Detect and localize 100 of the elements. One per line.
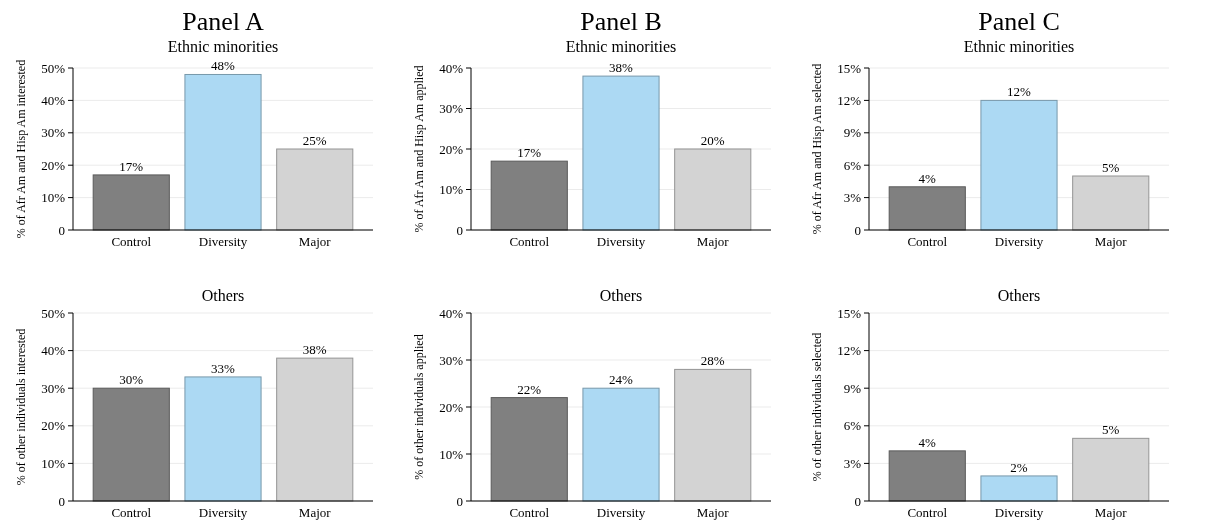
- x-tick-label: Major: [696, 234, 730, 249]
- y-tick-label: 10%: [41, 190, 66, 206]
- bar: [184, 73, 262, 231]
- y-tick-label: 0: [854, 222, 861, 238]
- y-tick-label: 50%: [41, 305, 66, 321]
- y-tick-label: 30%: [41, 380, 66, 396]
- data-label: 17%: [119, 158, 144, 174]
- x-tick-label: Control: [111, 505, 152, 520]
- y-tick-label: 10%: [41, 455, 66, 471]
- bar: [276, 357, 354, 502]
- y-tick-label: 0: [854, 493, 861, 509]
- x-tick-label: Diversity: [994, 234, 1044, 249]
- bar: [92, 174, 170, 231]
- y-axis-title: % of Afr Am and Hisp Am selected: [810, 63, 824, 235]
- y-tick-label: 0: [58, 222, 65, 238]
- data-label: 2%: [1010, 459, 1028, 475]
- y-tick-label: 40%: [439, 305, 464, 321]
- y-tick-label: 15%: [837, 60, 862, 76]
- y-tick-label: 20%: [439, 399, 464, 415]
- bar: [980, 475, 1058, 502]
- x-tick-label: Major: [1094, 234, 1128, 249]
- y-tick-label: 30%: [41, 125, 66, 141]
- y-tick-label: 10%: [439, 446, 464, 462]
- bar: [184, 376, 262, 502]
- x-tick-label: Major: [1094, 505, 1128, 520]
- bar: [276, 148, 354, 231]
- x-tick-label: Diversity: [994, 505, 1044, 520]
- data-label: 17%: [517, 145, 542, 161]
- y-tick-label: 10%: [439, 182, 464, 198]
- bar: [888, 450, 966, 502]
- x-tick-label: Major: [298, 505, 332, 520]
- data-label: 5%: [1102, 422, 1120, 438]
- x-tick-label: Major: [298, 234, 332, 249]
- y-axis-title: % of Afr Am and Hisp Am interested: [14, 59, 28, 239]
- data-label: 28%: [700, 353, 725, 369]
- x-tick-label: Control: [509, 234, 550, 249]
- data-label: 38%: [609, 60, 634, 76]
- data-label: 5%: [1102, 160, 1120, 175]
- x-tick-label: Diversity: [198, 234, 248, 249]
- y-tick-label: 0: [456, 222, 463, 238]
- data-label: 25%: [302, 133, 327, 148]
- y-tick-label: 20%: [439, 141, 464, 157]
- bar: [674, 148, 752, 231]
- data-label: 4%: [918, 434, 937, 450]
- y-tick-label: 0: [58, 493, 65, 509]
- data-label: 48%: [211, 58, 236, 74]
- y-tick-label: 50%: [41, 60, 66, 76]
- bar: [490, 160, 568, 231]
- chart-title: Others: [997, 287, 1041, 304]
- data-label: 33%: [211, 360, 236, 376]
- y-tick-label: 40%: [41, 343, 66, 359]
- x-tick-label: Control: [907, 505, 948, 520]
- data-label: 24%: [609, 372, 634, 388]
- y-tick-label: 0: [456, 493, 463, 509]
- y-axis-title: % of other individuals applied: [412, 334, 426, 480]
- chart-title: Panel A: [182, 7, 265, 36]
- x-tick-label: Control: [907, 234, 948, 249]
- chart-subtitle: Ethnic minorities: [167, 38, 279, 55]
- bar: [1072, 437, 1150, 502]
- x-tick-label: Diversity: [198, 505, 248, 520]
- y-tick-label: 30%: [439, 352, 464, 368]
- y-tick-label: 3%: [843, 190, 862, 206]
- y-tick-label: 12%: [837, 92, 862, 108]
- x-tick-label: Control: [509, 505, 550, 520]
- x-tick-label: Diversity: [596, 234, 646, 249]
- chart-title: Others: [599, 287, 643, 304]
- data-label: 20%: [700, 133, 725, 148]
- bar: [888, 186, 966, 231]
- y-tick-label: 20%: [41, 418, 66, 434]
- bar: [980, 99, 1058, 231]
- bar: [582, 75, 660, 231]
- y-tick-label: 15%: [837, 305, 862, 321]
- y-axis-title: % of other individuals selected: [810, 332, 824, 482]
- chart-subtitle: Ethnic minorities: [565, 38, 677, 55]
- y-tick-label: 40%: [41, 92, 66, 108]
- y-axis-title: % of Afr Am and Hisp Am applied: [412, 65, 426, 233]
- chart-title: Panel C: [978, 7, 1060, 36]
- y-tick-label: 40%: [439, 60, 464, 76]
- y-tick-label: 20%: [41, 157, 66, 173]
- x-tick-label: Major: [696, 505, 730, 520]
- y-tick-label: 3%: [843, 455, 862, 471]
- bar: [92, 387, 170, 502]
- y-tick-label: 30%: [439, 101, 464, 117]
- bar: [490, 397, 568, 502]
- x-tick-label: Control: [111, 234, 152, 249]
- data-label: 12%: [1007, 84, 1032, 100]
- y-tick-label: 6%: [843, 418, 862, 434]
- chart-title: Others: [201, 287, 245, 304]
- data-label: 38%: [302, 342, 327, 358]
- bar: [674, 368, 752, 502]
- data-label: 4%: [918, 170, 937, 186]
- y-axis-title: % of other individuals interested: [14, 328, 28, 486]
- bar: [1072, 175, 1150, 231]
- y-tick-label: 9%: [843, 125, 862, 141]
- data-label: 22%: [517, 381, 542, 397]
- y-tick-label: 12%: [837, 343, 862, 359]
- data-label: 30%: [119, 372, 144, 388]
- chart-subtitle: Ethnic minorities: [963, 38, 1075, 55]
- x-tick-label: Diversity: [596, 505, 646, 520]
- y-tick-label: 9%: [843, 380, 862, 396]
